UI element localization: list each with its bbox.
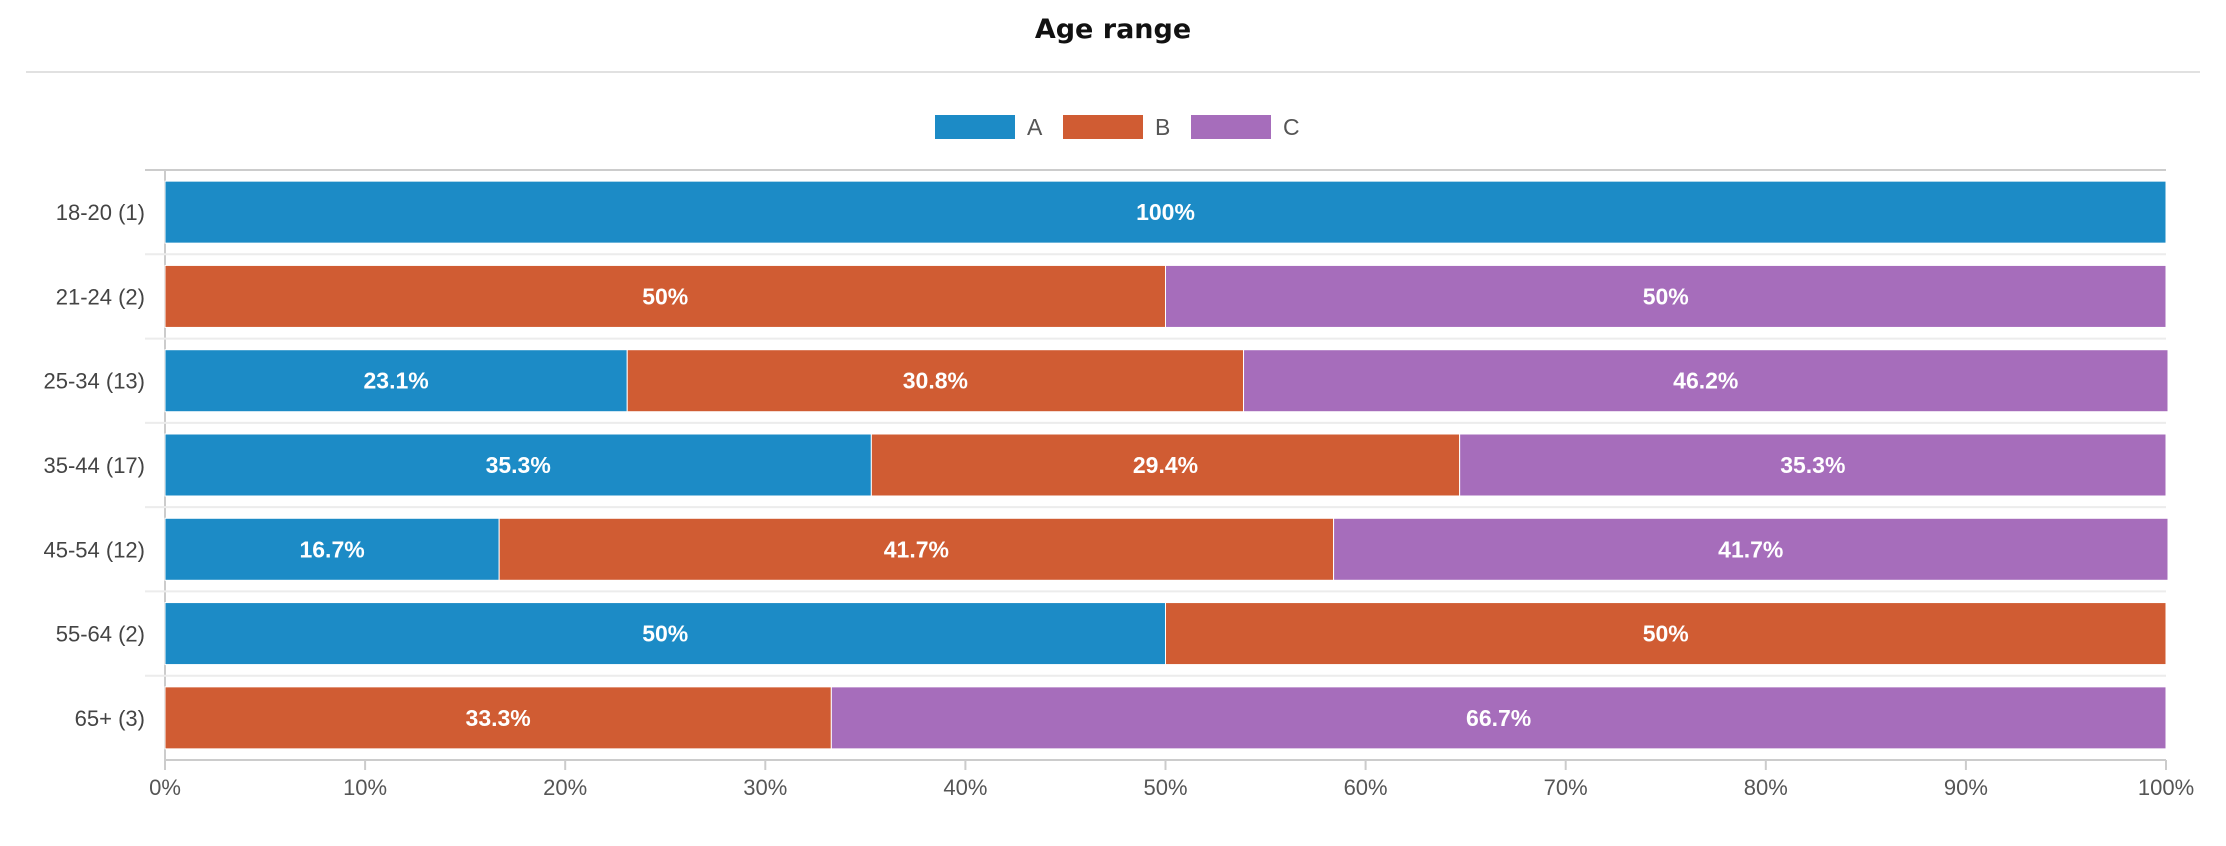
data-label-b-3: 29.4% xyxy=(1133,452,1198,478)
data-label-b-6: 33.3% xyxy=(466,705,531,731)
x-tick-label: 70% xyxy=(1544,775,1588,800)
category-label: 55-64 (2) xyxy=(56,622,145,647)
x-tick-label: 0% xyxy=(149,775,181,800)
x-tick-label: 90% xyxy=(1944,775,1988,800)
bar-a-4 xyxy=(164,517,500,581)
data-label-a-4: 16.7% xyxy=(299,536,364,562)
data-label-c-3: 35.3% xyxy=(1780,452,1845,478)
chart-title: Age range xyxy=(1034,14,1192,45)
category-label: 45-54 (12) xyxy=(43,537,145,562)
data-label-b-1: 50% xyxy=(642,283,688,309)
category-label: 65+ (3) xyxy=(75,706,145,731)
bar-b-3 xyxy=(870,433,1461,497)
data-label-a-3: 35.3% xyxy=(486,452,551,478)
data-label-b-2: 30.8% xyxy=(903,368,968,394)
data-label-a-2: 23.1% xyxy=(364,368,429,394)
x-tick-label: 10% xyxy=(343,775,387,800)
category-label: 21-24 (2) xyxy=(56,284,145,309)
legend-label-a: A xyxy=(1027,114,1043,140)
bar-c-4 xyxy=(1333,517,2169,581)
bar-b-4 xyxy=(498,517,1335,581)
data-label-c-1: 50% xyxy=(1643,283,1689,309)
bar-c-3 xyxy=(1459,433,2167,497)
data-label-c-4: 41.7% xyxy=(1718,536,1783,562)
legend-swatch-c xyxy=(1191,115,1271,139)
data-label-b-4: 41.7% xyxy=(884,536,949,562)
bar-a-0 xyxy=(164,180,2167,244)
x-tick-label: 60% xyxy=(1344,775,1388,800)
x-tick-label: 100% xyxy=(2138,775,2194,800)
bar-a-5 xyxy=(164,602,1166,666)
bar-c-2 xyxy=(1243,349,2169,413)
x-tick-label: 50% xyxy=(1143,775,1187,800)
x-tick-label: 40% xyxy=(943,775,987,800)
legend-swatch-b xyxy=(1063,115,1143,139)
bar-a-3 xyxy=(164,433,872,497)
data-label-c-6: 66.7% xyxy=(1466,705,1531,731)
bar-b-6 xyxy=(164,686,832,750)
data-label-a-5: 50% xyxy=(642,621,688,647)
bar-b-2 xyxy=(626,349,1245,413)
x-tick-label: 30% xyxy=(743,775,787,800)
data-label-b-5: 50% xyxy=(1643,621,1689,647)
category-label: 35-44 (17) xyxy=(43,453,145,478)
data-label-c-2: 46.2% xyxy=(1673,368,1738,394)
legend-label-b: B xyxy=(1155,114,1170,140)
bar-c-1 xyxy=(1165,264,2167,328)
category-label: 25-34 (13) xyxy=(43,369,145,394)
legend-swatch-a xyxy=(935,115,1015,139)
x-tick-label: 20% xyxy=(543,775,587,800)
bar-b-1 xyxy=(164,264,1166,328)
bar-b-5 xyxy=(1165,602,2167,666)
bar-c-6 xyxy=(830,686,2167,750)
title-divider xyxy=(26,71,2200,73)
category-label: 18-20 (1) xyxy=(56,200,145,225)
legend-label-c: C xyxy=(1283,114,1300,140)
x-tick-label: 80% xyxy=(1744,775,1788,800)
data-label-a-0: 100% xyxy=(1136,199,1195,225)
